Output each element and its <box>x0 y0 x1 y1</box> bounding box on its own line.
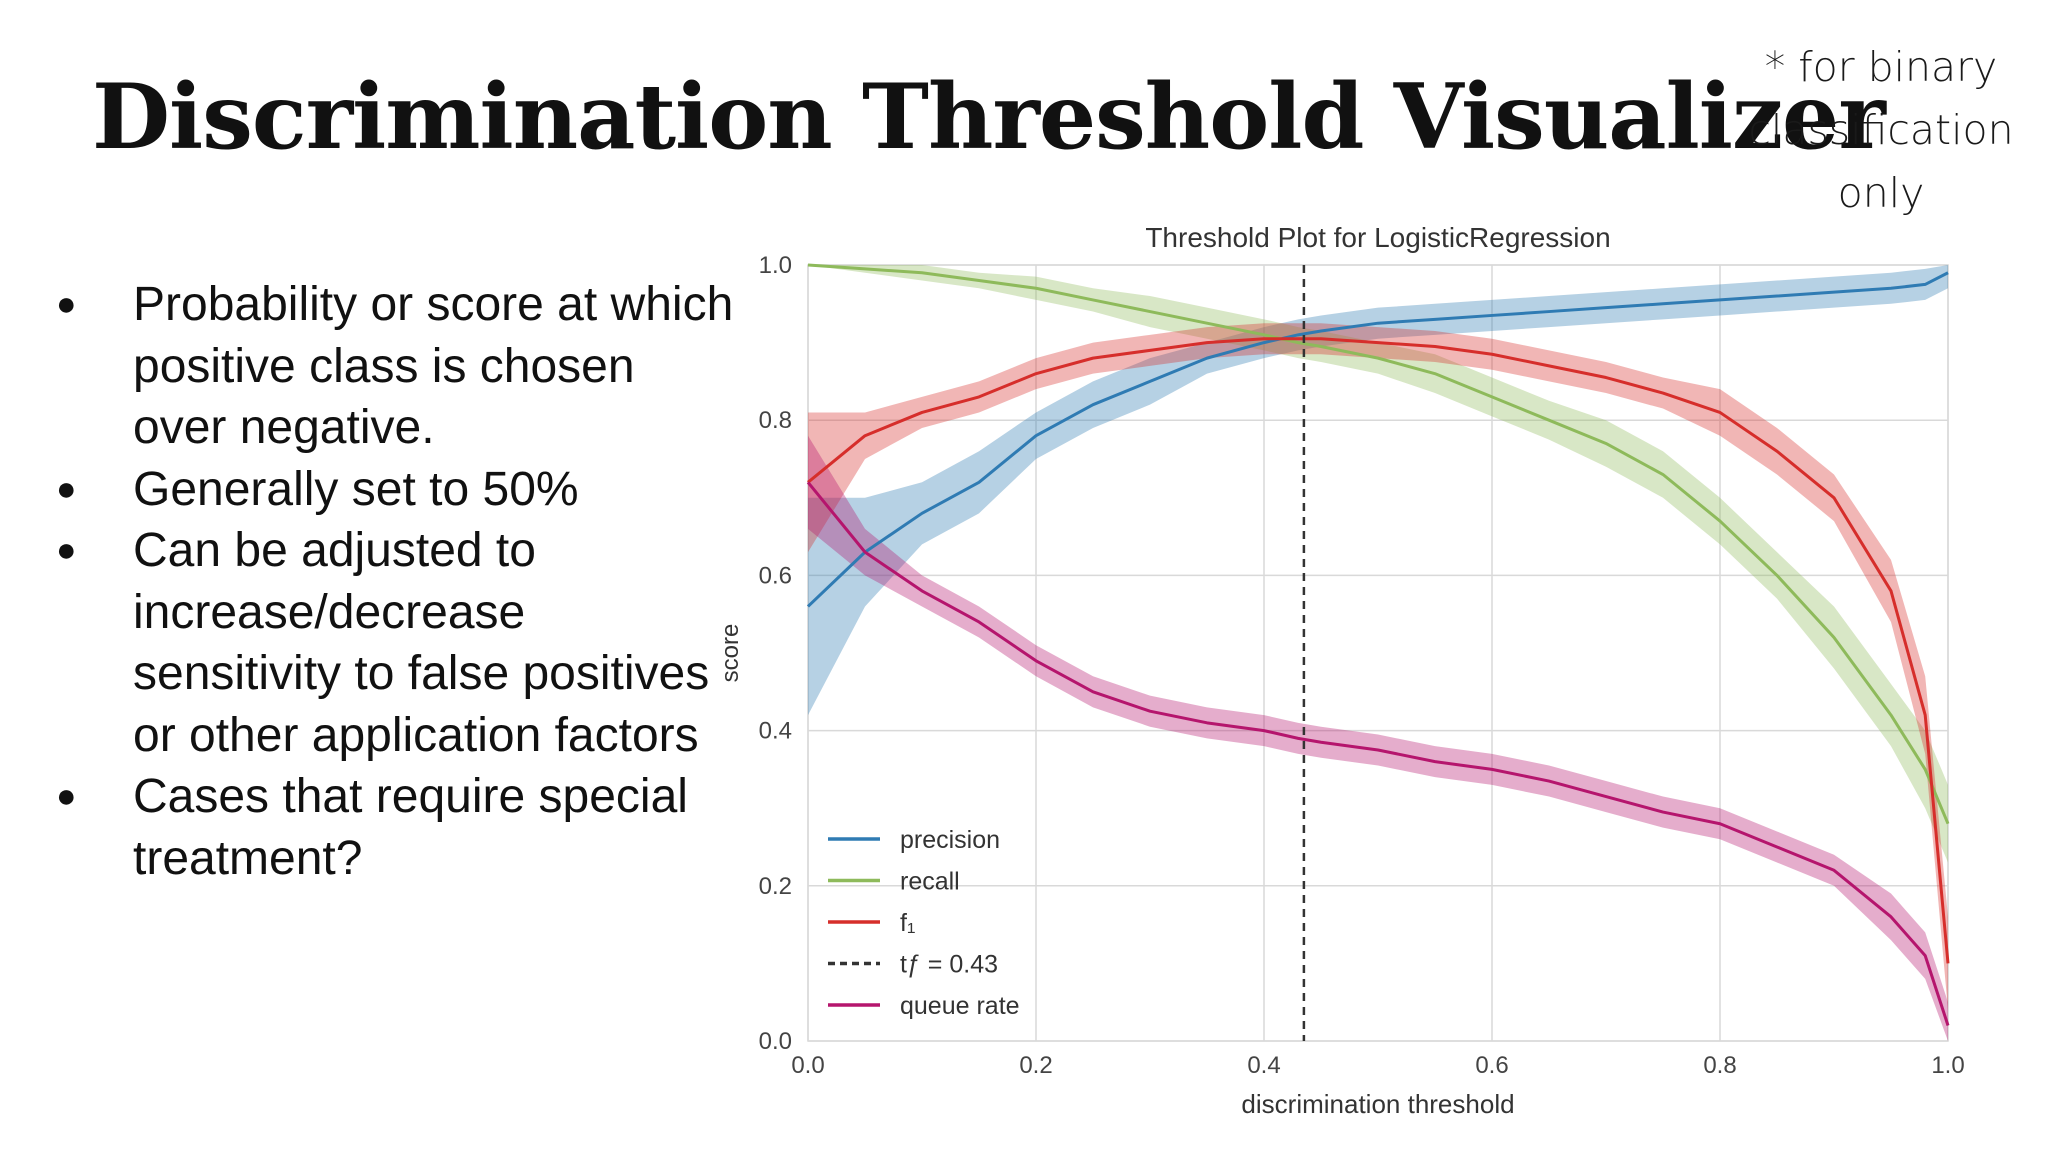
recall-line <box>807 263 1950 825</box>
grid <box>807 264 1949 1042</box>
legend-label: f₁ <box>900 909 915 937</box>
legend-label: precision <box>900 826 1000 854</box>
y-tick-label: 0.0 <box>759 1028 792 1055</box>
threshold-plot: 0.0 0.2 0.4 0.6 0.8 1.0 0.0 0.2 0.4 0.6 0.8 1.0 Thr… <box>717 222 1965 1119</box>
f-line <box>807 337 1950 964</box>
legend-label: queue rate <box>900 992 1020 1020</box>
y-tick-label: 0.2 <box>759 873 792 900</box>
bullet-item: Generally set to 50% <box>54 459 734 521</box>
y-tick-label: 0.8 <box>759 407 792 434</box>
note-line: * for binary <box>1764 43 1998 91</box>
x-tick-label: 0.8 <box>1703 1052 1736 1079</box>
note-line: only <box>1837 169 1925 217</box>
bullet-item: Cases that require special treatment? <box>54 766 734 889</box>
x-tick-label: 1.0 <box>1931 1052 1964 1079</box>
y-tick-label: 1.0 <box>759 252 792 279</box>
queue-rate-band <box>808 435 1948 1042</box>
plot-area <box>807 264 1949 1042</box>
axis-ticks: 0.0 0.2 0.4 0.6 0.8 1.0 0.0 0.2 0.4 0.6 0.8 1.0 <box>759 252 1965 1079</box>
x-tick-label: 0.0 <box>791 1052 824 1079</box>
legend: precision recall f₁ tƒ = 0.43 queue rate <box>828 826 1020 1020</box>
bullet-list: Probability or score at which positive c… <box>54 274 734 889</box>
confidence-bands <box>808 265 1948 1042</box>
x-tick-label: 0.2 <box>1019 1052 1052 1079</box>
legend-label: recall <box>900 868 960 896</box>
y-tick-label: 0.6 <box>759 562 792 589</box>
bullet-item: Can be adjusted to increase/decrease sen… <box>54 520 734 766</box>
precision-line <box>806 271 1949 608</box>
x-tick-label: 0.4 <box>1247 1052 1280 1079</box>
x-tick-label: 0.6 <box>1475 1052 1508 1079</box>
chart-title: Threshold Plot for LogisticRegression <box>1145 222 1610 253</box>
x-axis-label: discrimination threshold <box>1241 1089 1514 1119</box>
legend-label: tƒ = 0.43 <box>900 951 998 979</box>
queue-rate-line <box>806 481 1950 1026</box>
slide-title: Discrimination Threshold Visualizer <box>92 64 1886 170</box>
y-axis-label: score <box>717 624 744 683</box>
series-lines <box>806 263 1950 1026</box>
y-tick-label: 0.4 <box>759 718 792 745</box>
note-line: classification <box>1748 106 2014 154</box>
binary-note: * for binary classification only <box>1716 36 2046 225</box>
bullet-item: Probability or score at which positive c… <box>54 274 734 459</box>
